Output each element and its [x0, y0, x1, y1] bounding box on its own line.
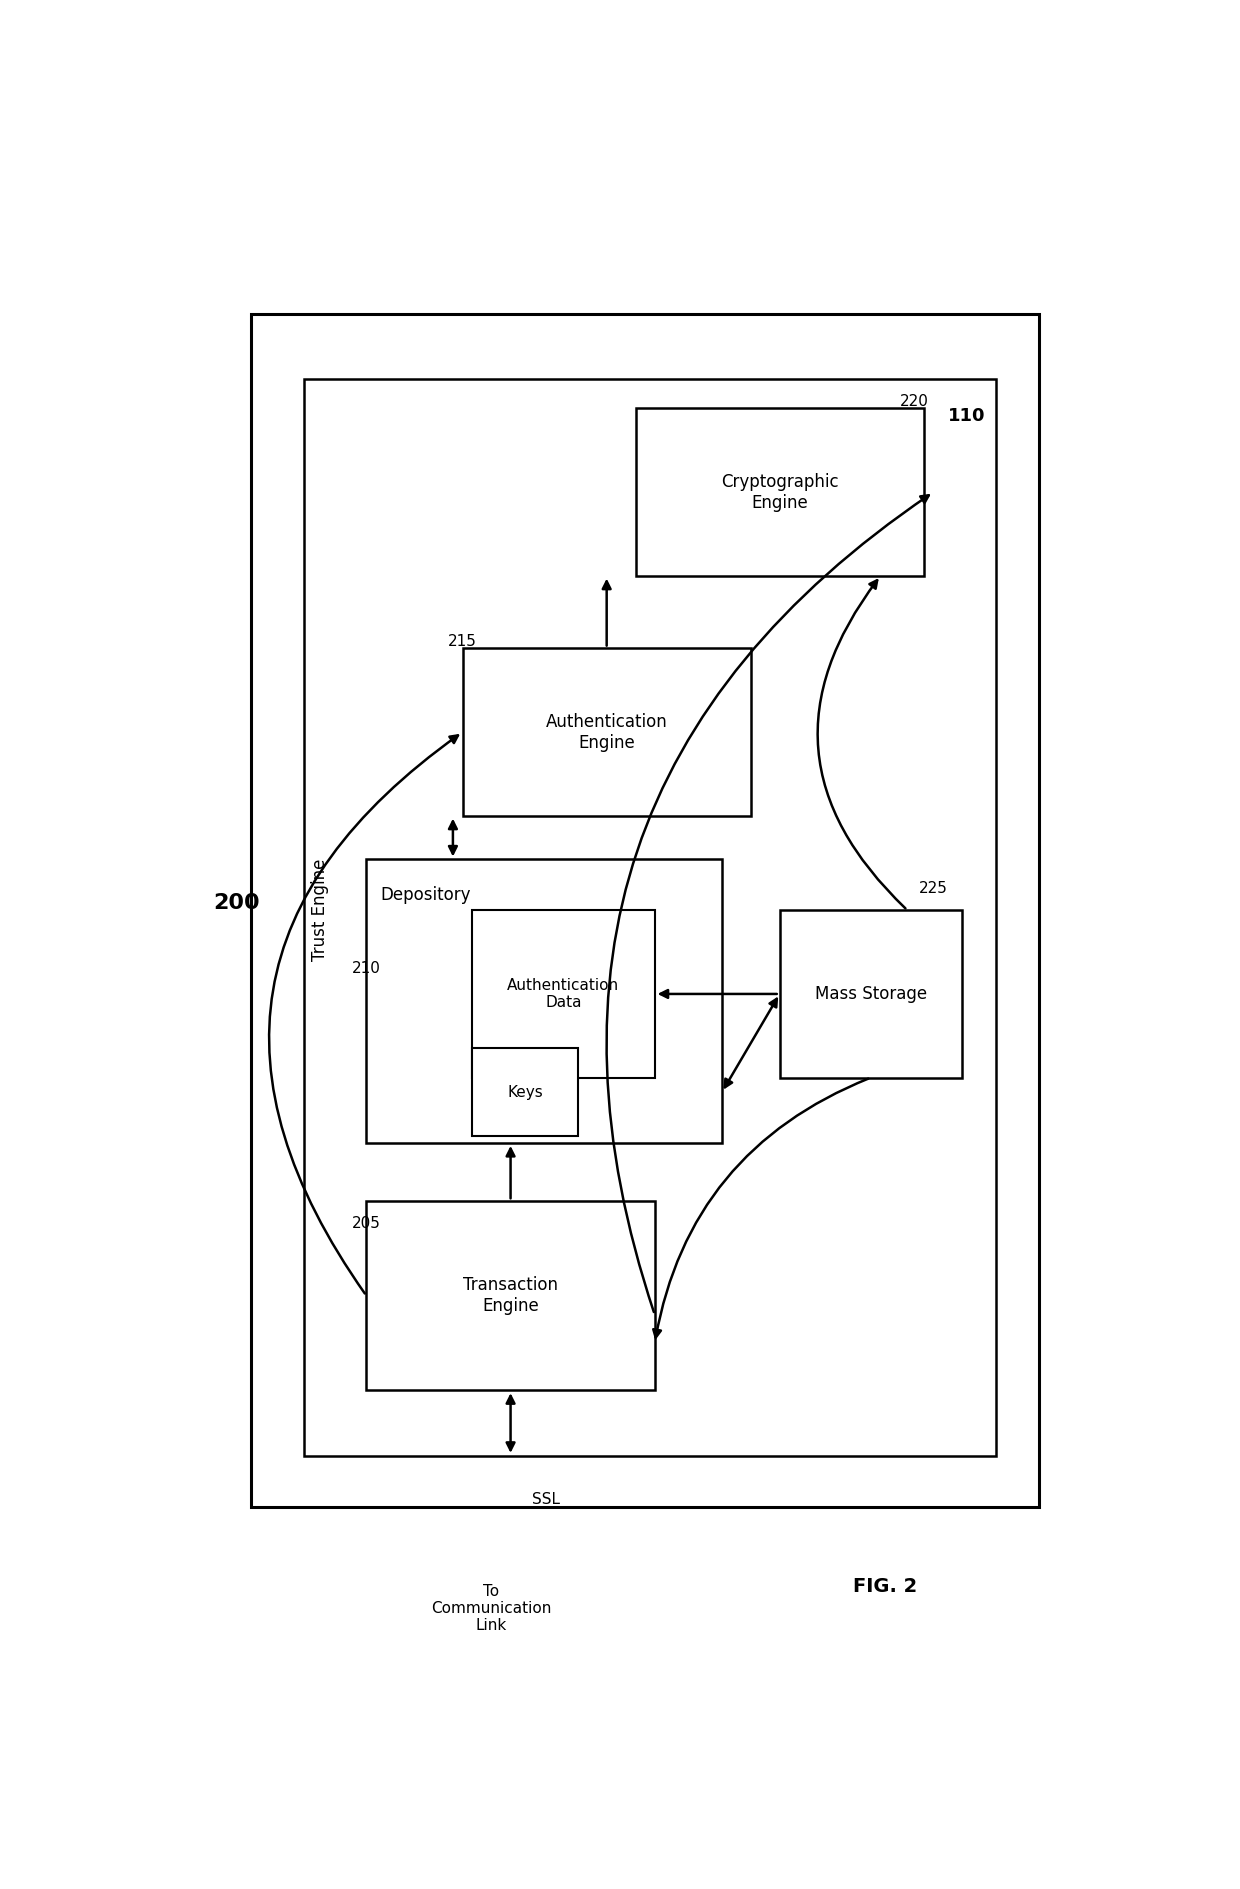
- Text: Keys: Keys: [507, 1084, 543, 1099]
- Text: Depository: Depository: [381, 886, 471, 903]
- Text: To
Communication
Link: To Communication Link: [432, 1583, 552, 1634]
- Bar: [250, 314, 1039, 1507]
- Bar: [367, 859, 722, 1143]
- Bar: [472, 910, 655, 1077]
- Text: 110: 110: [949, 406, 986, 425]
- Text: 225: 225: [919, 880, 947, 895]
- Bar: [304, 380, 996, 1456]
- Text: Transaction
Engine: Transaction Engine: [463, 1277, 558, 1315]
- Text: 220: 220: [900, 393, 929, 408]
- Text: FIG. 2: FIG. 2: [853, 1577, 918, 1596]
- Bar: [463, 648, 750, 816]
- Text: 205: 205: [352, 1215, 381, 1230]
- Text: 215: 215: [448, 633, 477, 648]
- Bar: [367, 1201, 655, 1390]
- Text: Authentication
Data: Authentication Data: [507, 979, 620, 1011]
- Text: Cryptographic
Engine: Cryptographic Engine: [720, 472, 838, 512]
- Bar: [780, 910, 962, 1077]
- Text: 200: 200: [213, 893, 260, 912]
- Text: 210: 210: [352, 962, 381, 977]
- Text: Authentication
Engine: Authentication Engine: [546, 712, 667, 752]
- Bar: [472, 1048, 578, 1135]
- Text: Mass Storage: Mass Storage: [815, 984, 928, 1003]
- Text: Trust Engine: Trust Engine: [311, 859, 330, 962]
- Bar: [635, 408, 924, 576]
- Text: SSL: SSL: [532, 1492, 559, 1507]
